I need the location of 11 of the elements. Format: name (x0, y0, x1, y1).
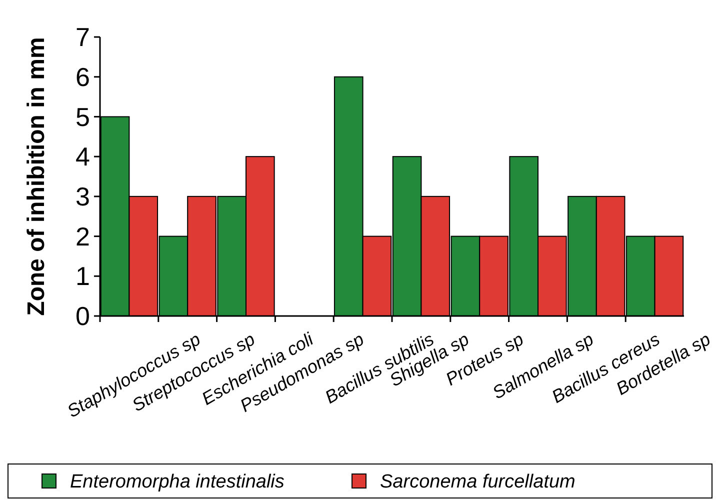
y-tick-label: 4 (76, 142, 90, 172)
y-tick-label: 0 (76, 301, 90, 332)
y-tick-label: 6 (76, 62, 90, 92)
y-tick-label: 2 (76, 221, 90, 252)
legend-label: Enteromorpha intestinalis (70, 472, 285, 493)
y-tick-label: 1 (76, 261, 90, 292)
y-axis-title: Zone of inhibition in mm (23, 37, 50, 316)
y-tick-label: 3 (76, 182, 90, 212)
y-tick-label: 7 (76, 22, 90, 52)
y-tick-label: 5 (76, 102, 90, 132)
legend-label: Sarconema furcellatum (380, 472, 576, 493)
